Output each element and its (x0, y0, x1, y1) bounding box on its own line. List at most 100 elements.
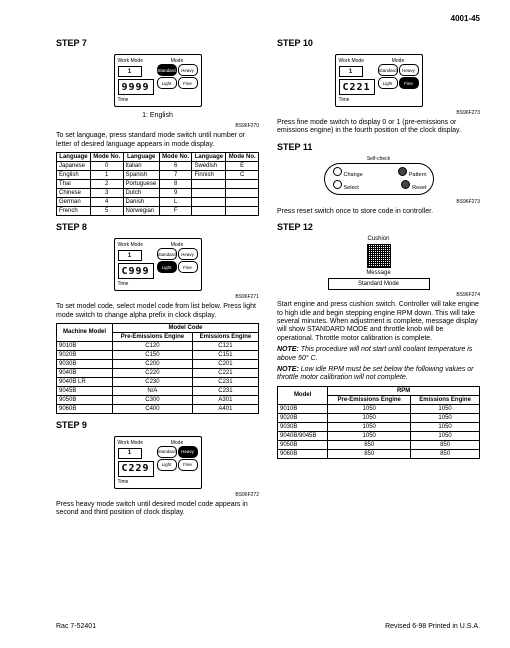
step9-text: Press heavy mode switch until desired mo… (56, 501, 259, 518)
message-box: Standard Mode (328, 278, 430, 290)
pattern-label: Pattern (409, 172, 427, 178)
fine-button[interactable]: Fine (178, 77, 198, 89)
model-td: C201 (192, 359, 258, 368)
lang-td (192, 189, 226, 198)
fine-button[interactable]: Fine (178, 261, 198, 273)
light-button[interactable]: Light (157, 459, 177, 471)
std-button[interactable]: Standard (378, 64, 398, 76)
lang-th: Language (123, 153, 159, 162)
step9-ref: BS96F272 (56, 492, 259, 498)
std-button[interactable]: Standard (157, 446, 177, 458)
heavy-button[interactable]: Heavy (178, 446, 198, 458)
light-button[interactable]: Light (157, 77, 177, 89)
message-label: Message (277, 270, 480, 276)
rpm-td: 1050 (328, 404, 411, 413)
step11-text: Press reset switch once to store code in… (277, 208, 480, 216)
std-button[interactable]: Standard (157, 248, 177, 260)
step12-heading: STEP 12 (277, 222, 480, 232)
rpm-td: 850 (328, 449, 411, 458)
change-label: Change (344, 172, 363, 178)
rpm-td: 1050 (411, 422, 480, 431)
lang-td: Finnish (192, 171, 226, 180)
step7-text: To set language, press standard mode swi… (56, 132, 259, 149)
step12-note1: NOTE: This procedure will not start unti… (277, 346, 480, 363)
model-td: C121 (192, 341, 258, 350)
step11-ref: BS96F273 (277, 199, 480, 205)
pattern-icon (398, 167, 407, 176)
model-td: C231 (192, 386, 258, 395)
lang-td: Danish (123, 198, 159, 207)
lang-td: Norwegian (123, 207, 159, 216)
lang-td: 2 (90, 180, 123, 189)
select-label: Select (344, 185, 359, 191)
rpm-td: 850 (411, 440, 480, 449)
lang-td (192, 198, 226, 207)
model-td: 9040B LR (57, 377, 113, 386)
model-td: C230 (113, 377, 193, 386)
lang-td: Japanese (57, 162, 91, 171)
time-label: Time (118, 281, 154, 287)
workmode-label: Work Mode (118, 58, 154, 64)
step10-text: Press fine mode switch to display 0 or 1… (277, 119, 480, 136)
rpm-td: 1050 (411, 404, 480, 413)
left-column: STEP 7 Work Mode 1 9999 Time Mode Standa… (56, 32, 259, 521)
light-button[interactable]: Light (378, 77, 398, 89)
workmode-label: Work Mode (339, 58, 375, 64)
lang-td: C (226, 171, 259, 180)
select-icon (333, 180, 342, 189)
rpm-td: 1050 (411, 413, 480, 422)
model-td: 9050B (57, 395, 113, 404)
rpm-table: Model RPM Pre-Emissions EngineEmissions … (277, 386, 480, 459)
step9-clock: Work Mode 1 C229 Time Mode Standard Heav… (114, 436, 202, 489)
light-button[interactable]: Light (157, 261, 177, 273)
step8-text: To set model code, select model code fro… (56, 303, 259, 320)
model-td: C300 (113, 395, 193, 404)
heavy-button[interactable]: Heavy (178, 64, 198, 76)
lang-td (226, 180, 259, 189)
model-td: 9020B (57, 350, 113, 359)
heavy-button[interactable]: Heavy (178, 248, 198, 260)
model-h1: Machine Model (57, 323, 113, 341)
lang-td: English (57, 171, 91, 180)
workmode-box: 1 (339, 66, 363, 77)
lang-td: E (226, 162, 259, 171)
note-body: This procedure will not start until cool… (277, 346, 472, 361)
lang-td: 6 (159, 162, 192, 171)
lang-td: F (159, 207, 192, 216)
model-td: C200 (113, 359, 193, 368)
heavy-button[interactable]: Heavy (399, 64, 419, 76)
lang-td: French (57, 207, 91, 216)
display-box: C999 (118, 263, 154, 279)
lang-td: Swedish (192, 162, 226, 171)
workmode-box: 1 (118, 250, 142, 261)
lang-td: 1 (90, 171, 123, 180)
rpm-td: 1050 (328, 413, 411, 422)
std-button[interactable]: Standard (157, 64, 177, 76)
note-lead: NOTE: (277, 346, 299, 353)
lang-td: Spanish (123, 171, 159, 180)
rpm-h2: RPM (328, 386, 480, 395)
fine-button[interactable]: Fine (399, 77, 419, 89)
step9-heading: STEP 9 (56, 420, 259, 430)
reset-label: Reset (412, 185, 426, 191)
lang-td: 8 (159, 180, 192, 189)
lang-th: Mode No. (226, 153, 259, 162)
lang-td: Dutch (123, 189, 159, 198)
lang-td: 9 (159, 189, 192, 198)
model-h2: Model Code (113, 323, 259, 332)
step10-heading: STEP 10 (277, 38, 480, 48)
step12-text1: Start engine and press cushion switch. C… (277, 301, 480, 343)
fine-button[interactable]: Fine (178, 459, 198, 471)
lang-td: Portuguese (123, 180, 159, 189)
cushion-label: Cushion (277, 236, 480, 242)
lang-td: German (57, 198, 91, 207)
model-td: C221 (192, 368, 258, 377)
rpm-th: Pre-Emissions Engine (328, 395, 411, 404)
lang-td (192, 207, 226, 216)
right-column: STEP 10 Work Mode 1 C221 Time Mode Stand… (277, 32, 480, 521)
lang-th: Mode No. (90, 153, 123, 162)
model-td: C220 (113, 368, 193, 377)
step10-ref: BS96F273 (277, 110, 480, 116)
rpm-td: 9020B (278, 413, 328, 422)
model-td: C231 (192, 377, 258, 386)
